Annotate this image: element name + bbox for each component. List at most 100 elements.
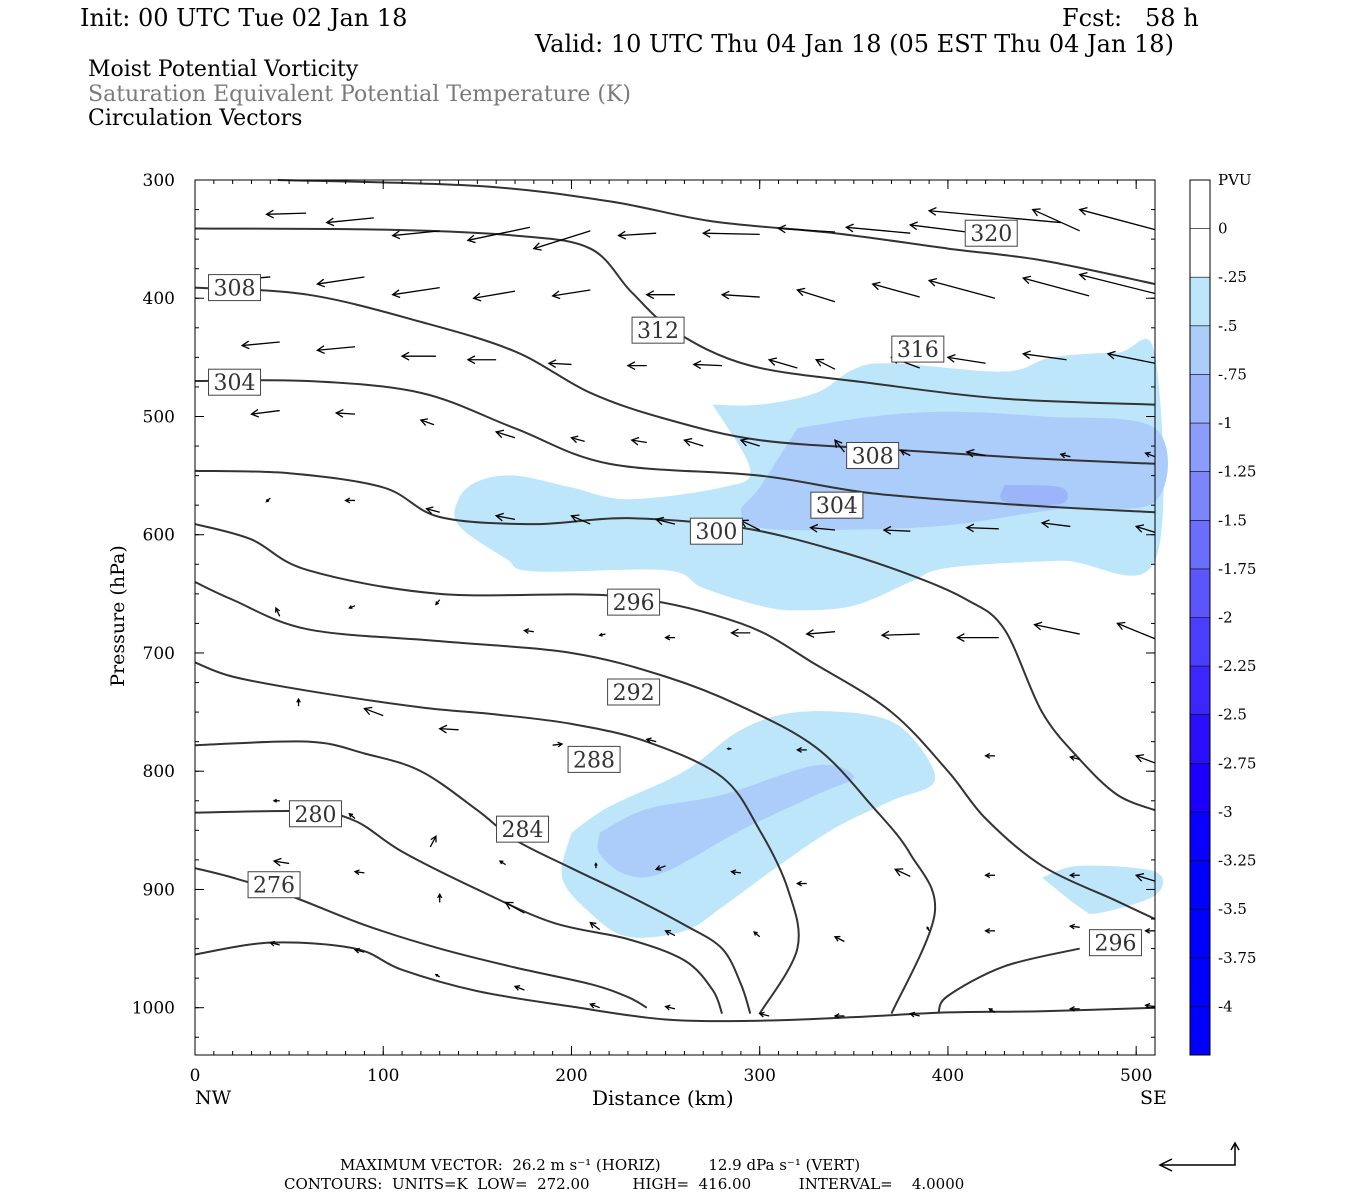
vector-head (664, 634, 671, 641)
circulation-vector (617, 230, 657, 240)
circulation-vector (466, 226, 531, 244)
circulation-vector (965, 523, 999, 533)
vector-head (882, 525, 892, 535)
vector-head (645, 737, 652, 744)
vector-shaft (731, 871, 741, 874)
y-tick-label: 400 (143, 289, 175, 309)
vector-head (683, 437, 693, 447)
vector-head (425, 506, 434, 515)
circulation-vector (984, 752, 995, 759)
circulation-vector (250, 408, 280, 418)
vector-head (1059, 452, 1066, 459)
vector-head (570, 514, 580, 523)
contour-label: 284 (496, 815, 550, 843)
vector-shaft (275, 607, 281, 617)
vector-head (391, 230, 401, 240)
colorbar-label: -2.5 (1218, 706, 1247, 724)
vector-head (796, 747, 802, 753)
vector-shaft (618, 232, 657, 237)
circulation-vector (753, 931, 761, 938)
colorbar-label: -.75 (1218, 365, 1247, 383)
vector-head (739, 437, 749, 447)
circulation-vector (348, 812, 356, 820)
vector-shaft (251, 409, 280, 415)
vector-shaft (505, 901, 525, 914)
circulation-vector (363, 706, 384, 717)
circulation-vector (899, 449, 911, 457)
vector-shaft (778, 227, 836, 233)
contour-label: 308 (846, 442, 900, 470)
circulation-vector (833, 935, 845, 943)
circulation-vector (1134, 524, 1156, 533)
vector-shaft (966, 451, 986, 457)
colorbar-swatch (1190, 471, 1210, 521)
contour-label-box (964, 219, 1018, 247)
vector-head (472, 292, 482, 302)
vector-head (664, 1004, 671, 1011)
x-end-label-left: NW (195, 1087, 232, 1109)
vector-head (1134, 754, 1145, 763)
contour-label-text: 304 (214, 371, 256, 396)
vector-shaft (392, 230, 440, 237)
circulation-vector (1031, 208, 1080, 232)
vector-head (630, 436, 640, 446)
circulation-vector (730, 628, 751, 638)
vector-head (833, 935, 841, 942)
circulation-vector (926, 926, 930, 932)
circulation-vector (1068, 872, 1080, 879)
y-tick-label: 300 (143, 171, 175, 191)
vector-shaft (834, 936, 845, 943)
vector-head (1134, 524, 1145, 533)
circulation-vector (630, 436, 647, 446)
vector-head (777, 224, 787, 234)
vector-head (1021, 350, 1031, 360)
vector-head (946, 354, 956, 363)
vector-head (1068, 755, 1076, 761)
vector-head (645, 290, 655, 300)
circulation-vector (429, 835, 437, 848)
vector-shaft (467, 226, 531, 241)
circulation-vector (1116, 621, 1156, 640)
contour-label-text: 296 (613, 591, 655, 616)
circulation-vector (272, 798, 280, 803)
colorbar-label: -1.5 (1218, 511, 1247, 529)
colorbar-label: -1.25 (1218, 463, 1256, 481)
circulation-vector (956, 633, 999, 643)
colorbar-label: -3.25 (1218, 852, 1256, 870)
circulation-vector (1021, 275, 1090, 297)
contour-label-box (631, 316, 685, 344)
circulation-vector (871, 281, 920, 298)
field-title-3: Circulation Vectors (88, 106, 303, 131)
vector-head (880, 630, 890, 640)
pv-region (597, 764, 854, 878)
circulation-vector (809, 523, 836, 533)
axis-ticks: 300 400 500 600 700 800 900 1000 0 100 200 300 400 50… (132, 171, 1156, 1086)
circulation-vector (988, 1008, 996, 1013)
circulation-vector (437, 892, 443, 903)
contour-label: 300 (689, 517, 743, 545)
circulation-vector (1068, 755, 1080, 761)
y-tick-label: 900 (143, 880, 175, 900)
vector-head (758, 1011, 765, 1018)
vector-shaft (241, 341, 280, 347)
circulation-vector (513, 985, 525, 991)
vector-shaft (1135, 755, 1156, 764)
vector-head (316, 345, 325, 355)
vector-shaft (834, 439, 845, 453)
vector-head (589, 921, 597, 929)
colorbar-swatch (1190, 520, 1210, 569)
colorbar-label: -.25 (1218, 268, 1247, 286)
vector-head (547, 359, 557, 369)
contour-label: 296 (1088, 929, 1142, 957)
colorbar-label: -.5 (1218, 317, 1237, 335)
vector-head (557, 741, 564, 748)
theta-e-contour (277, 179, 1156, 286)
vector-shaft (1107, 353, 1156, 364)
contour-label-box (689, 517, 743, 545)
vector-head (494, 512, 504, 522)
circulation-vector (353, 947, 365, 954)
circulation-vector (272, 857, 290, 867)
circulation-vector (1021, 350, 1067, 361)
vector-shaft (646, 738, 657, 743)
vector-shaft (882, 633, 920, 636)
